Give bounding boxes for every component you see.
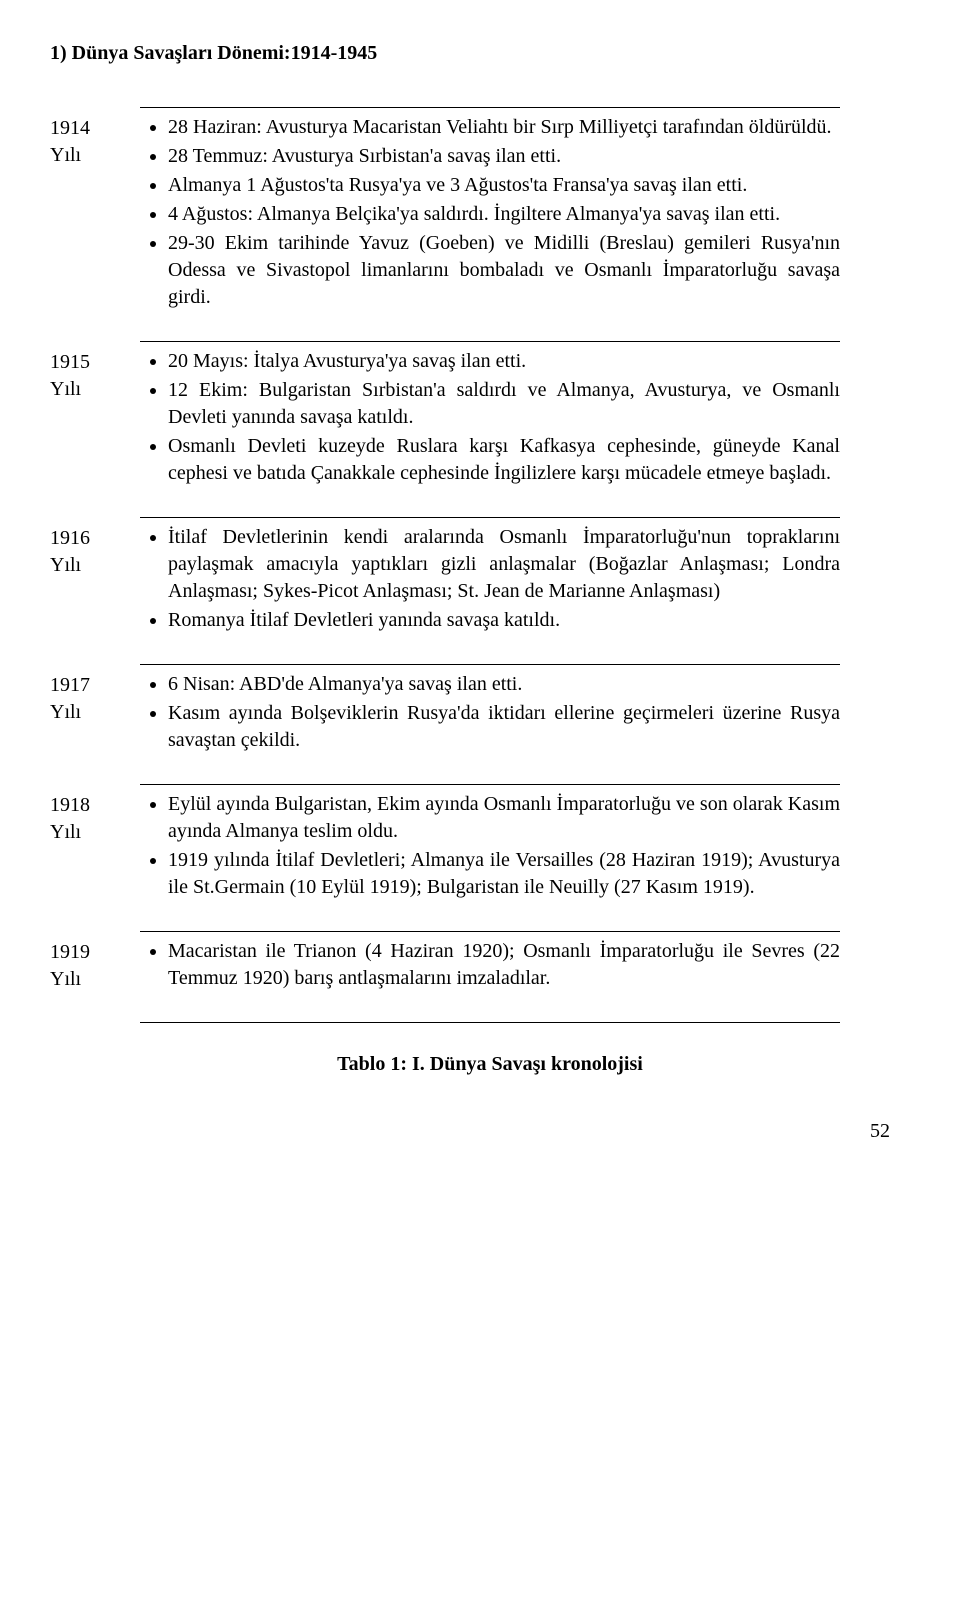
- year-row: 1915Yılı 20 Mayıs: İtalya Avusturya'ya sa…: [50, 341, 890, 499]
- year-value: 1915: [50, 349, 140, 376]
- chronology-table: 1914Yılı28 Haziran: Avusturya Macaristan…: [50, 107, 890, 1004]
- event-item: 28 Haziran: Avusturya Macaristan Veliaht…: [168, 114, 840, 141]
- events-list: 28 Haziran: Avusturya Macaristan Veliaht…: [140, 114, 840, 311]
- year-unit: Yılı: [50, 552, 140, 579]
- year-value: 1918: [50, 792, 140, 819]
- year-unit: Yılı: [50, 966, 140, 993]
- event-item: 6 Nisan: ABD'de Almanya'ya savaş ilan et…: [168, 671, 840, 698]
- event-item: Eylül ayında Bulgaristan, Ekim ayında Os…: [168, 791, 840, 845]
- event-item: 12 Ekim: Bulgaristan Sırbistan'a saldırd…: [168, 377, 840, 431]
- year-label: 1919Yılı: [50, 931, 140, 993]
- section-heading: 1) Dünya Savaşları Dönemi:1914-1945: [50, 40, 890, 67]
- event-item: Kasım ayında Bolşeviklerin Rusya'da ikti…: [168, 700, 840, 754]
- year-row: 1914Yılı 28 Haziran: Avusturya Macaristan…: [50, 107, 890, 323]
- year-value: 1917: [50, 672, 140, 699]
- year-value: 1914: [50, 115, 140, 142]
- events-list: İtilaf Devletlerinin kendi aralarında Os…: [140, 524, 840, 634]
- events-list: 20 Mayıs: İtalya Avusturya'ya savaş ilan…: [140, 348, 840, 487]
- year-label: 1915Yılı: [50, 341, 140, 403]
- year-unit: Yılı: [50, 699, 140, 726]
- year-value: 1916: [50, 525, 140, 552]
- event-item: 20 Mayıs: İtalya Avusturya'ya savaş ilan…: [168, 348, 840, 375]
- year-label: 1917Yılı: [50, 664, 140, 726]
- events-list: 6 Nisan: ABD'de Almanya'ya savaş ilan et…: [140, 671, 840, 754]
- page-number: 52: [50, 1118, 890, 1145]
- event-item: Almanya 1 Ağustos'ta Rusya'ya ve 3 Ağust…: [168, 172, 840, 199]
- year-label: 1914Yılı: [50, 107, 140, 169]
- event-item: Macaristan ile Trianon (4 Haziran 1920);…: [168, 938, 840, 992]
- year-row: 1916Yılı İtilaf Devletlerinin kendi arala…: [50, 517, 890, 646]
- events-cell: Macaristan ile Trianon (4 Haziran 1920);…: [140, 931, 840, 1004]
- event-item: 4 Ağustos: Almanya Belçika'ya saldırdı. …: [168, 201, 840, 228]
- year-unit: Yılı: [50, 376, 140, 403]
- bottom-rule: [140, 1022, 840, 1023]
- event-item: Osmanlı Devleti kuzeyde Ruslara karşı Ka…: [168, 433, 840, 487]
- events-cell: 20 Mayıs: İtalya Avusturya'ya savaş ilan…: [140, 341, 840, 499]
- event-item: Romanya İtilaf Devletleri yanında savaşa…: [168, 607, 840, 634]
- events-list: Eylül ayında Bulgaristan, Ekim ayında Os…: [140, 791, 840, 901]
- events-cell: 6 Nisan: ABD'de Almanya'ya savaş ilan et…: [140, 664, 840, 766]
- year-row: 1918Yılı Eylül ayında Bulgaristan, Ekim a…: [50, 784, 890, 913]
- events-cell: İtilaf Devletlerinin kendi aralarında Os…: [140, 517, 840, 646]
- event-item: 29-30 Ekim tarihinde Yavuz (Goeben) ve M…: [168, 230, 840, 311]
- event-item: İtilaf Devletlerinin kendi aralarında Os…: [168, 524, 840, 605]
- table-caption: Tablo 1: I. Dünya Savaşı kronolojisi: [140, 1051, 840, 1078]
- year-row: 1919Yılı Macaristan ile Trianon (4 Hazira…: [50, 931, 890, 1004]
- year-label: 1918Yılı: [50, 784, 140, 846]
- year-unit: Yılı: [50, 819, 140, 846]
- events-cell: 28 Haziran: Avusturya Macaristan Veliaht…: [140, 107, 840, 323]
- event-item: 28 Temmuz: Avusturya Sırbistan'a savaş i…: [168, 143, 840, 170]
- year-value: 1919: [50, 939, 140, 966]
- events-list: Macaristan ile Trianon (4 Haziran 1920);…: [140, 938, 840, 992]
- events-cell: Eylül ayında Bulgaristan, Ekim ayında Os…: [140, 784, 840, 913]
- year-row: 1917Yılı 6 Nisan: ABD'de Almanya'ya savaş…: [50, 664, 890, 766]
- event-item: 1919 yılında İtilaf Devletleri; Almanya …: [168, 847, 840, 901]
- year-label: 1916Yılı: [50, 517, 140, 579]
- year-unit: Yılı: [50, 142, 140, 169]
